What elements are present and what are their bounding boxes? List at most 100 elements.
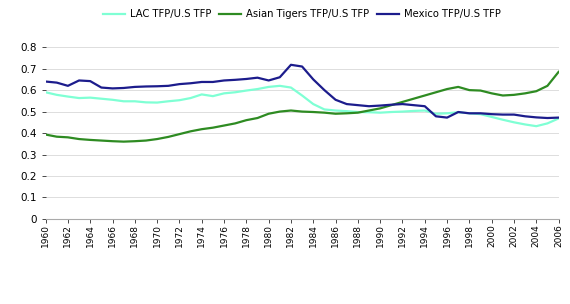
Mexico TFP/U.S TFP (243, 77, 250, 81)
Asian Tigers TFP/U.S TFP (209, 126, 216, 130)
Asian Tigers TFP/U.S TFP (109, 139, 116, 143)
Mexico TFP/U.S TFP (120, 86, 127, 90)
LAC TFP/U.S TFP (410, 109, 417, 113)
Asian Tigers TFP/U.S TFP (443, 87, 450, 91)
Asian Tigers TFP/U.S TFP (544, 84, 551, 88)
LAC TFP/U.S TFP (477, 112, 484, 116)
Mexico TFP/U.S TFP (276, 75, 283, 79)
Asian Tigers TFP/U.S TFP (54, 135, 60, 139)
LAC TFP/U.S TFP (64, 95, 71, 98)
Asian Tigers TFP/U.S TFP (399, 100, 406, 104)
LAC TFP/U.S TFP (544, 122, 551, 125)
LAC TFP/U.S TFP (533, 124, 540, 128)
LAC TFP/U.S TFP (522, 123, 528, 126)
LAC TFP/U.S TFP (399, 110, 406, 113)
Asian Tigers TFP/U.S TFP (187, 130, 194, 133)
Mexico TFP/U.S TFP (76, 79, 83, 82)
LAC TFP/U.S TFP (109, 98, 116, 102)
Asian Tigers TFP/U.S TFP (198, 127, 205, 131)
Mexico TFP/U.S TFP (321, 88, 328, 92)
Mexico TFP/U.S TFP (64, 84, 71, 88)
Mexico TFP/U.S TFP (377, 104, 384, 107)
Mexico TFP/U.S TFP (232, 78, 239, 82)
Line: Asian Tigers TFP/U.S TFP: Asian Tigers TFP/U.S TFP (46, 72, 559, 142)
LAC TFP/U.S TFP (142, 101, 149, 104)
LAC TFP/U.S TFP (243, 89, 250, 92)
LAC TFP/U.S TFP (443, 112, 450, 115)
LAC TFP/U.S TFP (488, 115, 495, 119)
Legend: LAC TFP/U.S TFP, Asian Tigers TFP/U.S TFP, Mexico TFP/U.S TFP: LAC TFP/U.S TFP, Asian Tigers TFP/U.S TF… (99, 5, 505, 23)
Asian Tigers TFP/U.S TFP (533, 89, 540, 93)
Mexico TFP/U.S TFP (187, 81, 194, 85)
Asian Tigers TFP/U.S TFP (433, 91, 439, 94)
Asian Tigers TFP/U.S TFP (165, 135, 172, 139)
Mexico TFP/U.S TFP (399, 102, 406, 106)
LAC TFP/U.S TFP (355, 110, 361, 114)
Asian Tigers TFP/U.S TFP (466, 88, 473, 92)
Asian Tigers TFP/U.S TFP (265, 112, 272, 116)
Mexico TFP/U.S TFP (544, 116, 551, 120)
LAC TFP/U.S TFP (254, 87, 261, 91)
Mexico TFP/U.S TFP (198, 80, 205, 84)
Mexico TFP/U.S TFP (165, 84, 172, 88)
Asian Tigers TFP/U.S TFP (221, 124, 227, 127)
Asian Tigers TFP/U.S TFP (365, 109, 372, 112)
Mexico TFP/U.S TFP (132, 85, 139, 89)
Mexico TFP/U.S TFP (209, 80, 216, 84)
Asian Tigers TFP/U.S TFP (154, 137, 161, 141)
Asian Tigers TFP/U.S TFP (499, 94, 506, 97)
Asian Tigers TFP/U.S TFP (388, 103, 395, 107)
Asian Tigers TFP/U.S TFP (299, 110, 306, 113)
Asian Tigers TFP/U.S TFP (488, 92, 495, 95)
Mexico TFP/U.S TFP (410, 103, 417, 107)
LAC TFP/U.S TFP (276, 84, 283, 88)
LAC TFP/U.S TFP (555, 117, 562, 120)
Asian Tigers TFP/U.S TFP (76, 137, 83, 141)
Mexico TFP/U.S TFP (355, 103, 361, 107)
Mexico TFP/U.S TFP (254, 76, 261, 80)
LAC TFP/U.S TFP (388, 110, 395, 114)
Mexico TFP/U.S TFP (142, 85, 149, 88)
Asian Tigers TFP/U.S TFP (321, 111, 328, 115)
LAC TFP/U.S TFP (511, 120, 518, 124)
Asian Tigers TFP/U.S TFP (377, 106, 384, 110)
Mexico TFP/U.S TFP (466, 112, 473, 115)
Mexico TFP/U.S TFP (299, 65, 306, 68)
LAC TFP/U.S TFP (365, 110, 372, 114)
LAC TFP/U.S TFP (499, 118, 506, 122)
Asian Tigers TFP/U.S TFP (343, 112, 350, 115)
LAC TFP/U.S TFP (221, 92, 227, 95)
LAC TFP/U.S TFP (299, 94, 306, 97)
Mexico TFP/U.S TFP (54, 81, 60, 85)
Mexico TFP/U.S TFP (176, 82, 183, 86)
Asian Tigers TFP/U.S TFP (455, 85, 462, 89)
Mexico TFP/U.S TFP (511, 113, 518, 116)
Asian Tigers TFP/U.S TFP (410, 97, 417, 101)
LAC TFP/U.S TFP (187, 96, 194, 100)
LAC TFP/U.S TFP (310, 102, 317, 106)
Asian Tigers TFP/U.S TFP (276, 110, 283, 113)
Mexico TFP/U.S TFP (287, 63, 294, 67)
LAC TFP/U.S TFP (76, 96, 83, 100)
Asian Tigers TFP/U.S TFP (120, 140, 127, 143)
Asian Tigers TFP/U.S TFP (142, 139, 149, 142)
Asian Tigers TFP/U.S TFP (555, 70, 562, 74)
LAC TFP/U.S TFP (265, 85, 272, 89)
Mexico TFP/U.S TFP (365, 104, 372, 108)
Mexico TFP/U.S TFP (343, 102, 350, 106)
Mexico TFP/U.S TFP (310, 78, 317, 81)
Asian Tigers TFP/U.S TFP (511, 93, 518, 97)
Mexico TFP/U.S TFP (221, 79, 227, 82)
Asian Tigers TFP/U.S TFP (232, 122, 239, 125)
Asian Tigers TFP/U.S TFP (287, 109, 294, 112)
LAC TFP/U.S TFP (332, 109, 339, 112)
Asian Tigers TFP/U.S TFP (64, 136, 71, 139)
LAC TFP/U.S TFP (455, 110, 462, 114)
Mexico TFP/U.S TFP (42, 80, 49, 83)
Mexico TFP/U.S TFP (98, 86, 105, 89)
Line: Mexico TFP/U.S TFP: Mexico TFP/U.S TFP (46, 65, 559, 118)
Asian Tigers TFP/U.S TFP (522, 92, 528, 95)
Line: LAC TFP/U.S TFP: LAC TFP/U.S TFP (46, 86, 559, 126)
Asian Tigers TFP/U.S TFP (332, 112, 339, 116)
Asian Tigers TFP/U.S TFP (421, 94, 428, 97)
